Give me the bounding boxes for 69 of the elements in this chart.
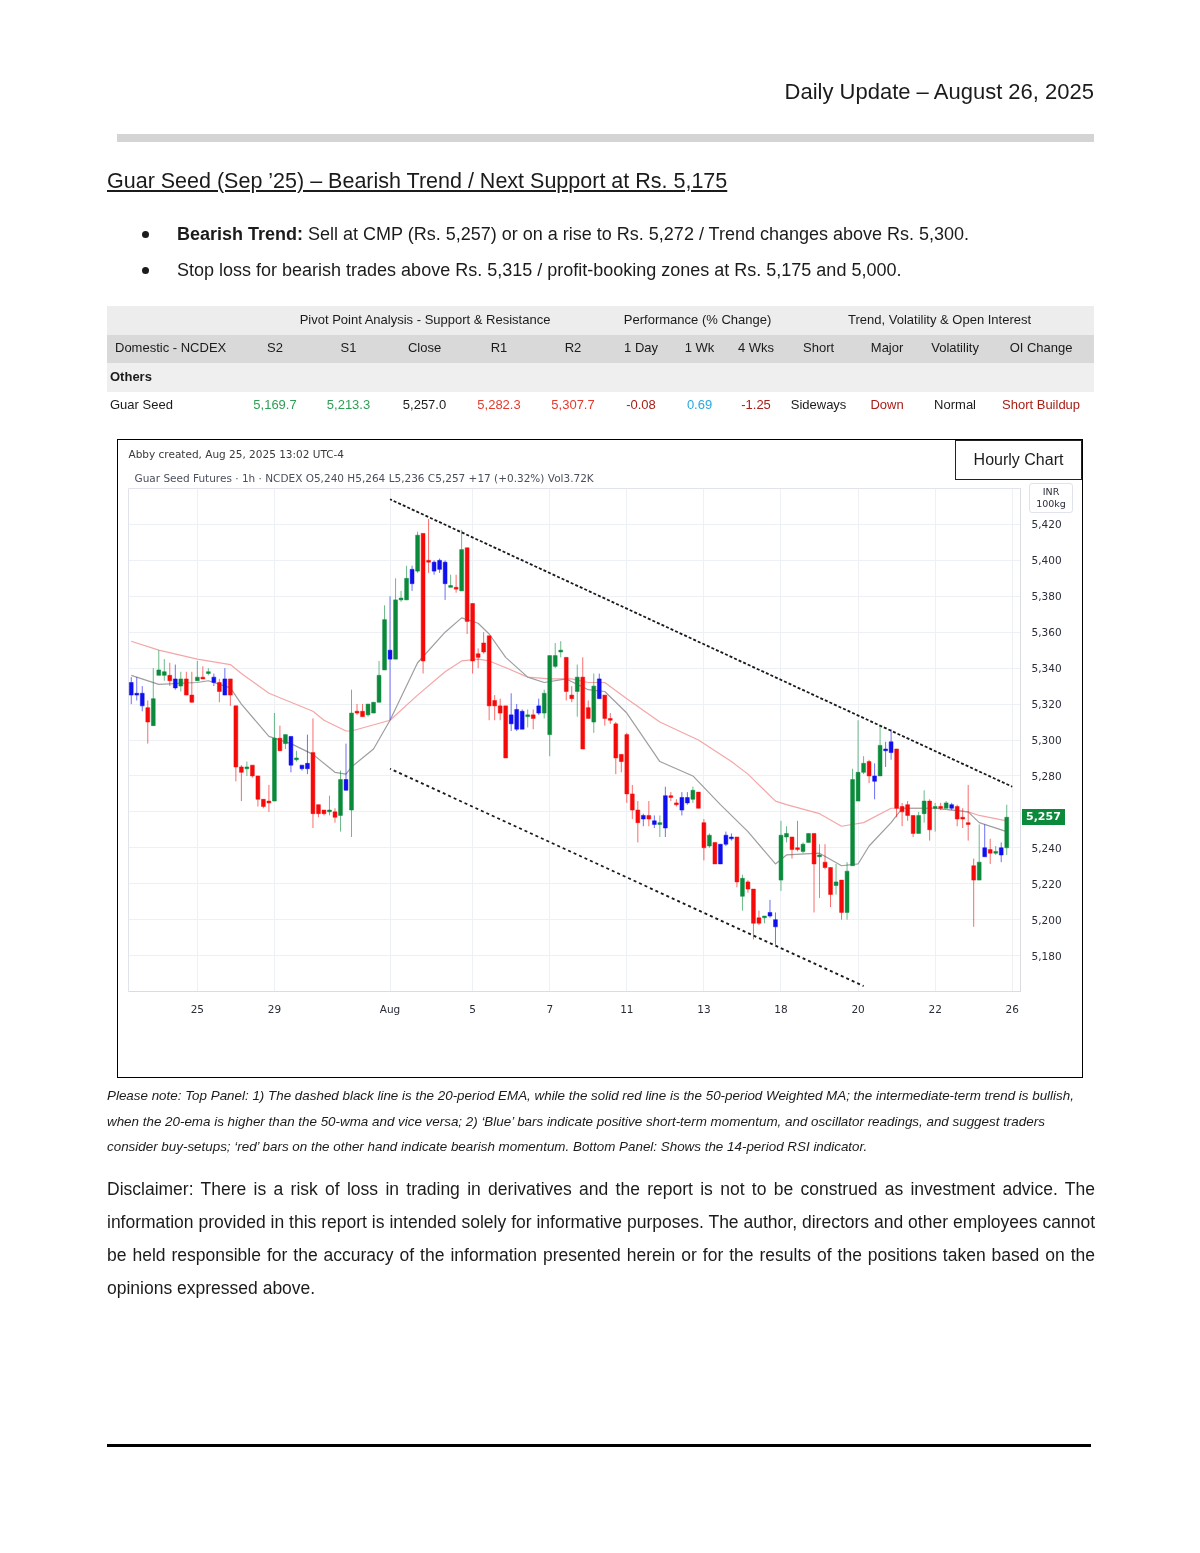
candlestick bbox=[332, 807, 338, 824]
table-cell-text: 1 Wk bbox=[683, 339, 716, 358]
text: Daily Update – August 26, 2025 bbox=[784, 78, 1094, 106]
x-tick-label: 18 bbox=[774, 1002, 788, 1015]
y-tick-label: 5,180 bbox=[1031, 949, 1062, 962]
table-cell-text: 5,257.0 bbox=[401, 396, 448, 415]
table-cell-text: 5,282.3 bbox=[476, 396, 522, 415]
table-cell-text: 5,213.3 bbox=[325, 396, 372, 415]
table-cell-text: 4 Wks bbox=[737, 339, 776, 358]
table-cell-text: S2 bbox=[266, 339, 284, 358]
table-cell-text: 5,307.7 bbox=[550, 396, 596, 415]
y-tick-label: 5,240 bbox=[1031, 841, 1062, 854]
x-tick-label: 5 bbox=[469, 1002, 476, 1015]
candlestick bbox=[453, 574, 459, 594]
x-tick-label: 29 bbox=[267, 1002, 282, 1015]
table-cell-text: 0.69 bbox=[685, 396, 714, 415]
table-cell-text: -1.25 bbox=[740, 396, 772, 415]
candlestick bbox=[767, 899, 773, 919]
x-tick-label: 11 bbox=[620, 1002, 634, 1015]
y-tick-label: 5,200 bbox=[1031, 913, 1062, 926]
x-tick-label: 7 bbox=[546, 1002, 554, 1015]
table-cell-text: -0.08 bbox=[625, 396, 657, 415]
y-tick-label: 5,280 bbox=[1031, 769, 1062, 782]
table-cell-text: Guar Seed bbox=[109, 396, 174, 415]
y-tick-label: 5,420 bbox=[1031, 518, 1062, 531]
table-cell-text: Short Buildup bbox=[1001, 396, 1082, 415]
table-cell-text: Sideways bbox=[789, 396, 848, 415]
x-tick-label: 26 bbox=[1005, 1002, 1020, 1015]
chart-title: Guar Seed (Sep ’25) – Bearish Trend / Next Support at Rs. 5,175 bbox=[107, 168, 728, 195]
y-axis-title: INR 100kg bbox=[1029, 483, 1073, 513]
text: Hourly Chart bbox=[955, 440, 1082, 480]
table-cell-text: OI Change bbox=[1008, 339, 1074, 358]
table-cell-text: Close bbox=[406, 339, 443, 358]
y-tick-label: 5,300 bbox=[1031, 734, 1062, 746]
y-tick-label: 5,340 bbox=[1031, 662, 1062, 675]
table-cell-text: 1 Day bbox=[623, 339, 659, 358]
table-cell-text: Others bbox=[109, 367, 153, 386]
x-tick-label: Aug bbox=[379, 1002, 401, 1015]
y-tick-label: 5,220 bbox=[1031, 877, 1062, 890]
text: Disclaimer: There is a risk of loss in trading in derivatives and the report is not to be construed as investment advice. The information provided in this report is intended solely for informative purposes. The author, directors and other employees cannot be held responsible for the accuracy of the information presented herein or for the results of the positions taken based on the opinions expressed above. bbox=[107, 1178, 1095, 1300]
y-tick-label: 5,380 bbox=[1031, 590, 1062, 603]
table-cell-text: 5,169.7 bbox=[252, 396, 298, 415]
candlestick bbox=[712, 841, 718, 865]
table-cell-text: Down bbox=[869, 396, 905, 415]
y-tick-label: 5,360 bbox=[1031, 626, 1062, 639]
table-cell-text: Performance (% Change) bbox=[622, 310, 773, 329]
table-cell-text: Major bbox=[869, 339, 905, 358]
table-cell-text: Trend, Volatility & Open Interest bbox=[847, 310, 1033, 329]
text: Please note: Top Panel: 1) The dashed black line is the 20-period EMA, while the solid red line is the 50-period Weighted MA; the intermediate-term trend is bullish, when the 20-ema is higher than the 50-wma and vice versa; 2) ‘Blue’ bars indicate positive short-term momentum, and oscillator readings, and suggest traders consider buy-setups; ‘red’ bars on the other hand indicate bearish momentum. Bottom Panel: Shows the 14-period RSI indicator. bbox=[107, 1087, 1075, 1156]
candlestick bbox=[668, 791, 674, 802]
text: Bearish Trend: Sell at CMP (Rs. 5,257) or on a rise to Rs. 5,272 / Trend changes above Rs. 5,300. bbox=[177, 223, 970, 246]
table-cell-text: Volatility bbox=[930, 339, 980, 358]
y-tick-label: 5,320 bbox=[1031, 698, 1062, 711]
x-tick-label: 20 bbox=[851, 1002, 865, 1015]
chart-subtitle: Guar Seed Futures · 1h · NCDEX O5,240 H5,264 L5,236 C5,257 +17 (+0.32%) Vol3.72K bbox=[134, 471, 595, 484]
table-cell-text: Domestic - NCDEX bbox=[114, 339, 228, 358]
text: Stop loss for bearish trades above Rs. 5,315 / profit-booking zones at Rs. 5,175 and 5,000. bbox=[177, 259, 902, 282]
table-cell-text: R1 bbox=[489, 339, 509, 358]
table-cell-text: Pivot Point Analysis - Support & Resistance bbox=[298, 310, 552, 329]
text: Abby created, Aug 25, 2025 13:02 UTC-4 bbox=[128, 447, 345, 460]
table-cell-text: R2 bbox=[563, 339, 583, 358]
candlestick bbox=[244, 761, 250, 777]
x-tick-label: 22 bbox=[928, 1002, 942, 1015]
x-tick-label: 13 bbox=[697, 1002, 711, 1015]
table-cell-text: S1 bbox=[339, 339, 358, 358]
x-tick-label: 25 bbox=[190, 1002, 205, 1015]
table-cell-text: Short bbox=[802, 339, 836, 358]
y-tick-label: 5,400 bbox=[1031, 554, 1062, 567]
table-cell-text: Normal bbox=[933, 396, 977, 415]
